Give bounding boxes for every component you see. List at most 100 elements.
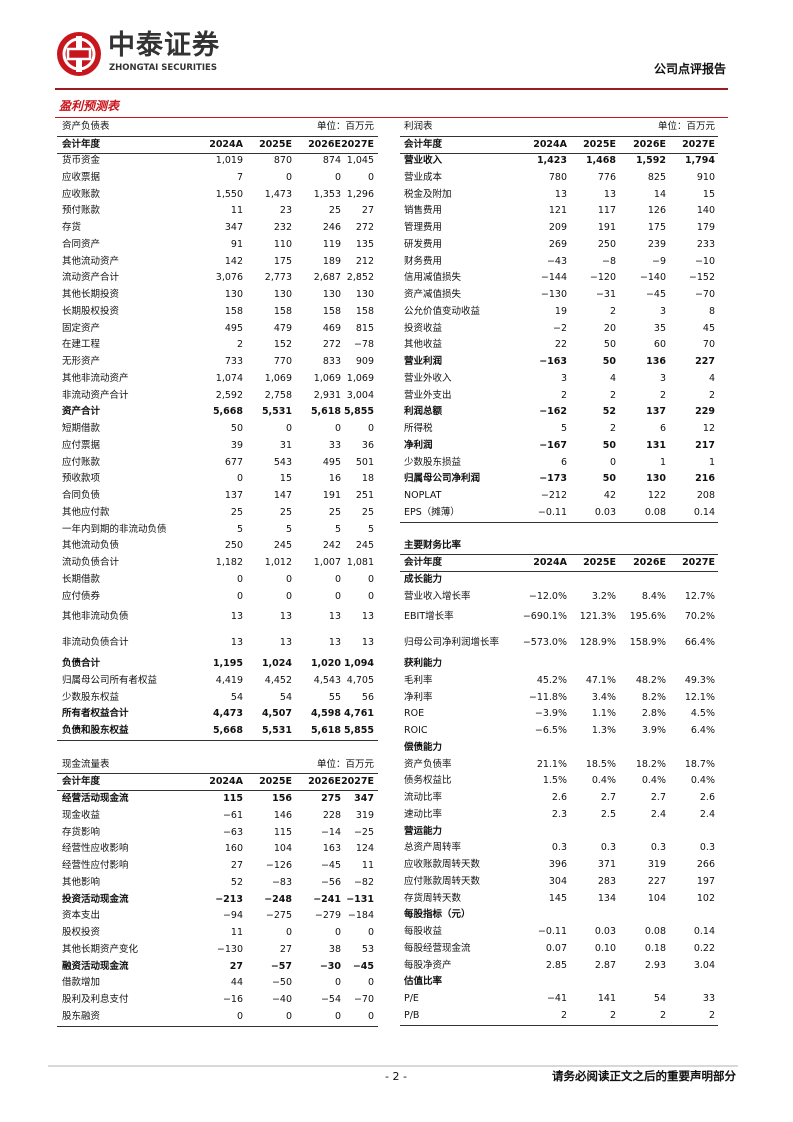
cell-value: 770 (273, 356, 292, 367)
cell-value: 2.85 (545, 959, 567, 971)
row-label: 管理费用 (404, 222, 443, 233)
cell-value: 5,618 (310, 406, 341, 418)
cell-value: 5 (367, 523, 374, 535)
cell-value: 2 (708, 389, 715, 401)
company-name: 中泰证券 (108, 30, 220, 61)
cell-value: 0.03 (594, 926, 616, 937)
row-label: 毛利率 (404, 674, 433, 686)
cell-value: −184 (347, 910, 374, 922)
row-label: 股利及利息支付 (62, 994, 129, 1005)
row-label: 营业成本 (404, 171, 443, 183)
cell-value: 22 (554, 339, 567, 351)
cell-value: 0 (334, 1010, 341, 1022)
row-label: 其他流动资产 (62, 255, 120, 267)
cell-value: 121.3% (579, 611, 616, 622)
row-label: 应收票据 (62, 171, 101, 183)
cell-value: 2,931 (313, 389, 341, 401)
table-title: 现金流量表 (62, 759, 110, 770)
cell-value: 13 (603, 188, 616, 200)
cell-value: −3.9% (534, 708, 567, 720)
cell-value: 4,452 (264, 674, 292, 686)
table-rule (57, 790, 378, 791)
table-rule (57, 773, 378, 774)
cell-value: 0.10 (594, 942, 616, 954)
cell-value: 3,004 (346, 389, 374, 401)
row-label: 固定资产 (62, 322, 101, 334)
cell-value: 3.4% (591, 691, 616, 703)
cell-value: −279 (314, 910, 341, 922)
row-label: 其他流动负债 (62, 540, 120, 552)
cell-value: 49.3% (684, 674, 715, 686)
column-header: 2026E (633, 557, 666, 568)
disclaimer: 请务必阅读正文之后的重要声明部分 (552, 1069, 736, 1083)
cell-value: 160 (224, 843, 243, 855)
cell-value: 0 (334, 423, 341, 434)
cell-value: 145 (548, 892, 567, 904)
row-label: 预付账款 (62, 205, 101, 217)
cell-value: 0 (367, 573, 374, 585)
cell-value: 137 (224, 490, 243, 501)
cell-value: 13 (361, 611, 374, 622)
cell-value: −57 (270, 960, 292, 972)
cell-value: −56 (320, 876, 341, 888)
row-label: 流动负债合计 (62, 557, 120, 568)
cell-value: 158 (355, 305, 374, 317)
row-label: 合同负债 (62, 490, 101, 501)
cell-value: −152 (688, 272, 715, 284)
row-label: 成长能力 (404, 574, 443, 585)
row-label: 估值比率 (404, 976, 443, 988)
column-header: 2025E (259, 776, 292, 787)
cell-value: 275 (321, 793, 341, 804)
cell-value: 102 (696, 892, 715, 904)
row-label: 利润总额 (404, 406, 443, 418)
table-rule (400, 136, 718, 137)
row-label: 存货影响 (62, 826, 101, 838)
row-label: 销售费用 (404, 205, 443, 217)
cell-value: 677 (224, 456, 243, 468)
row-label: 投资收益 (404, 322, 443, 334)
row-label: P/B (404, 1009, 420, 1021)
row-label: 经营活动现金流 (62, 793, 129, 804)
table-title: 主要财务比率 (404, 540, 462, 551)
cell-value: 140 (696, 205, 715, 217)
row-label: 应付账款周转天数 (404, 875, 481, 887)
cell-value: 2.7 (650, 792, 666, 803)
cell-value: 212 (355, 255, 374, 267)
cell-value: 33 (328, 439, 341, 451)
row-label: 经营性应付影响 (62, 860, 129, 871)
row-label: 归母公司净利润增长率 (404, 637, 500, 648)
header-rule (55, 88, 728, 90)
cell-value: 283 (597, 875, 616, 887)
cell-value: 479 (273, 322, 292, 334)
cell-value: −0.11 (537, 506, 567, 518)
cell-value: 910 (696, 171, 715, 183)
cell-value: 0.4% (591, 775, 616, 787)
row-label: 股东融资 (62, 1010, 101, 1022)
cell-value: 12.1% (684, 691, 715, 703)
cell-value: 25 (328, 205, 341, 217)
row-label: 研发费用 (404, 238, 443, 250)
cell-value: 4.5% (690, 708, 715, 720)
logo-icon (57, 32, 101, 76)
cell-value: 2 (560, 389, 567, 401)
cell-value: 14 (653, 188, 666, 200)
cell-value: 52 (602, 406, 616, 418)
column-header: 2024A (533, 557, 567, 568)
cell-value: 1,468 (585, 155, 616, 166)
table-rule (400, 521, 718, 523)
row-label: 速动比率 (404, 808, 443, 820)
row-label: 非流动负债合计 (62, 637, 129, 648)
row-label: 营业收入 (404, 155, 443, 166)
cell-value: 495 (224, 322, 243, 334)
row-label: 其他非流动负债 (62, 611, 129, 622)
cell-value: 780 (548, 171, 567, 183)
column-header: 会计年度 (62, 139, 101, 150)
cell-value: 5 (560, 423, 567, 434)
cell-value: 121 (548, 205, 567, 217)
cell-value: 0 (285, 927, 292, 938)
row-label: 营业利润 (404, 356, 443, 367)
cell-value: 52 (230, 876, 243, 888)
cell-value: 229 (695, 406, 715, 418)
cell-value: −573.0% (522, 637, 567, 648)
